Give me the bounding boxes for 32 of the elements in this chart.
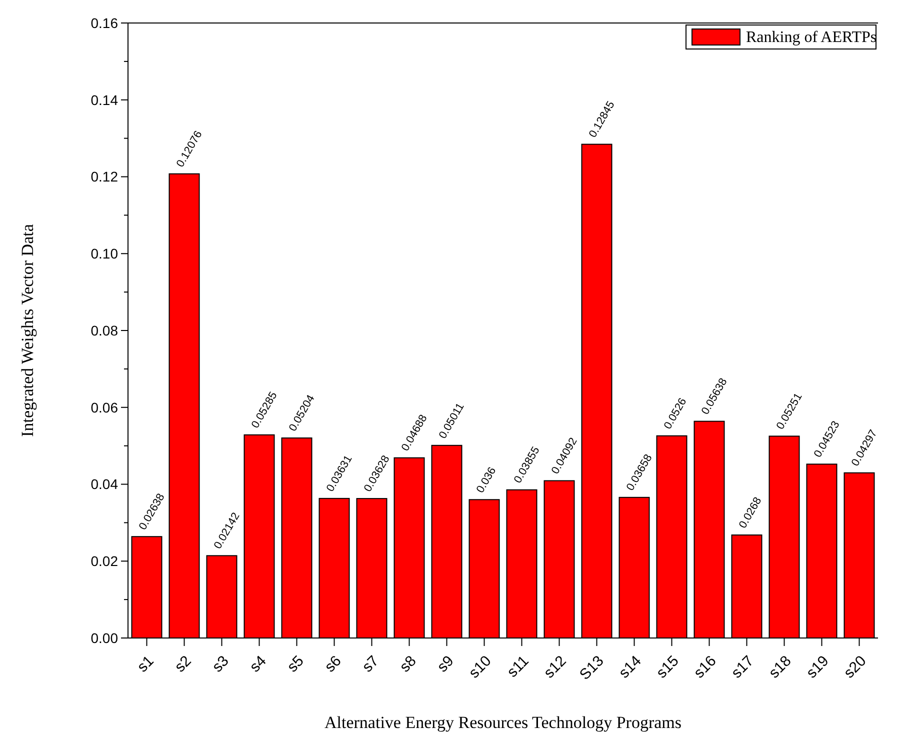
y-tick-label: 0.00 — [90, 630, 118, 646]
y-tick-label: 0.10 — [90, 246, 118, 262]
y-tick-label: 0.08 — [90, 322, 118, 338]
x-axis-title: Alternative Energy Resources Technology Programs — [324, 713, 682, 732]
x-tick-label: s8 — [396, 652, 420, 676]
y-tick-label: 0.16 — [90, 14, 118, 31]
x-tick-label: s12 — [540, 652, 570, 682]
x-tick-label: s4 — [246, 652, 270, 676]
x-tick-label: s11 — [504, 652, 532, 681]
x-tick-label: s3 — [209, 652, 232, 676]
x-tick-label: s10 — [466, 652, 495, 682]
x-tick-label: s5 — [284, 652, 308, 676]
x-tick-label: s14 — [616, 652, 645, 682]
y-tick-label: 0.14 — [90, 92, 118, 108]
x-tick-label: s16 — [690, 652, 720, 682]
x-tick-label: s19 — [803, 652, 832, 682]
x-tick-label: s17 — [728, 652, 758, 682]
x-tick-label: s2 — [172, 652, 195, 676]
y-tick-label: 0.04 — [90, 476, 118, 492]
x-tick-label: s1 — [134, 652, 158, 676]
y-tick-label: 0.02 — [90, 553, 118, 570]
x-tick-label: S13 — [576, 652, 608, 684]
x-tick-label: s18 — [766, 652, 795, 682]
x-tick-label: s6 — [322, 652, 345, 676]
x-tick-label: s15 — [653, 652, 682, 682]
x-tick-label: s7 — [359, 652, 382, 676]
legend-label: Ranking of AERTPs — [746, 29, 877, 46]
y-tick-label: 0.12 — [90, 168, 118, 185]
y-tick-label: 0.06 — [90, 399, 118, 416]
y-axis-title: Integrated Weights Vector Data — [18, 224, 37, 437]
x-tick-label: s20 — [840, 652, 870, 682]
x-tick-label: s9 — [434, 652, 458, 676]
